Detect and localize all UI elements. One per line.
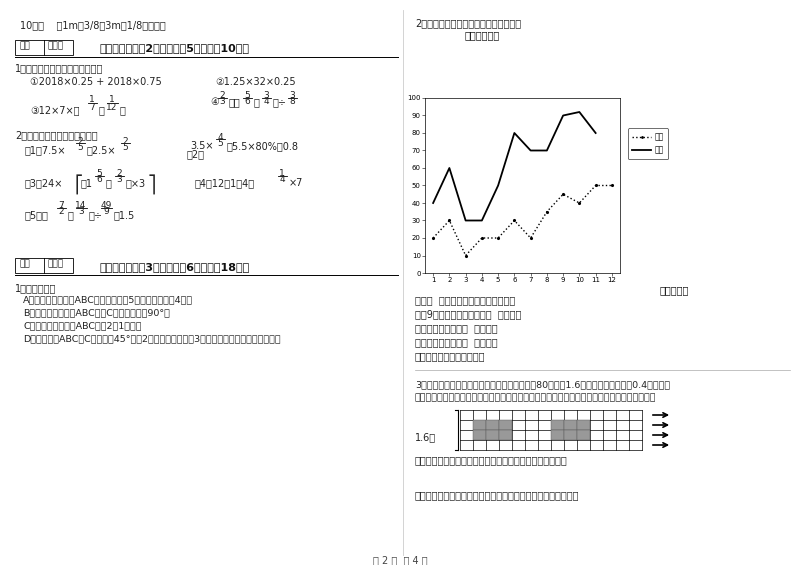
- Text: ⑴铺设这条人行通道一共需要多少块地板砖？（不计损耗）: ⑴铺设这条人行通道一共需要多少块地板砖？（不计损耗）: [415, 455, 568, 465]
- Text: －: －: [254, 97, 260, 107]
- Text: 2．计算，能简算的写出过程。: 2．计算，能简算的写出过程。: [15, 130, 98, 140]
- Text: ＋: ＋: [68, 210, 74, 220]
- Text: 5: 5: [77, 142, 83, 151]
- Text: 四、计算题（共2小题，每题5分，共计10分）: 四、计算题（共2小题，每题5分，共计10分）: [100, 43, 250, 53]
- Text: ）×3: ）×3: [126, 178, 146, 188]
- Text: ③12×7×（: ③12×7×（: [30, 105, 79, 115]
- Text: 4: 4: [279, 176, 285, 185]
- Bar: [473, 420, 486, 430]
- Text: ＋（: ＋（: [229, 97, 241, 107]
- Text: －2.5×: －2.5×: [87, 145, 117, 155]
- Bar: [486, 430, 499, 440]
- Text: 5: 5: [217, 138, 223, 147]
- Text: －: －: [106, 178, 112, 188]
- Text: ②1.25×32×0.25: ②1.25×32×0.25: [215, 77, 296, 87]
- Text: 金额（万元）: 金额（万元）: [465, 30, 500, 40]
- Text: 月份（月）: 月份（月）: [660, 285, 690, 295]
- Bar: [499, 430, 512, 440]
- Text: （3）24×: （3）24×: [25, 178, 63, 188]
- Text: 6: 6: [244, 98, 250, 106]
- Text: 9: 9: [103, 207, 109, 216]
- Text: 3.5×: 3.5×: [190, 141, 214, 151]
- Text: 2: 2: [219, 90, 225, 99]
- Text: 1: 1: [279, 170, 285, 179]
- Text: 得分: 得分: [19, 259, 30, 268]
- Text: 得分: 得分: [19, 41, 30, 50]
- Text: 3: 3: [116, 176, 122, 185]
- Text: 4: 4: [263, 98, 269, 106]
- Text: （5）（: （5）（: [25, 210, 49, 220]
- Bar: [564, 430, 577, 440]
- Bar: [551, 420, 564, 430]
- Text: 黄两种正方形地砖铺设（下图是铺设的局部图示，其中空白、阴影分别表示黄、红两种颜色）。: 黄两种正方形地砖铺设（下图是铺设的局部图示，其中空白、阴影分别表示黄、红两种颜色…: [415, 393, 657, 402]
- Bar: [577, 420, 590, 430]
- Text: ④: ④: [210, 97, 218, 107]
- Text: 7: 7: [58, 202, 64, 211]
- Text: ⑸．你还获得了哪些信息？: ⑸．你还获得了哪些信息？: [415, 351, 486, 361]
- Text: 3: 3: [78, 207, 84, 216]
- Text: 6: 6: [96, 176, 102, 185]
- Bar: [15, 258, 73, 273]
- Text: ）÷: ）÷: [89, 210, 103, 220]
- Text: ）÷: ）÷: [273, 97, 287, 107]
- Text: 7: 7: [89, 102, 95, 111]
- Text: （1）7.5×: （1）7.5×: [25, 145, 66, 155]
- Text: 评卷人: 评卷人: [47, 259, 63, 268]
- Text: 1: 1: [109, 95, 115, 105]
- Text: －: －: [99, 105, 105, 115]
- Text: ⑵．9月份收入和支出相差（  ）万元。: ⑵．9月份收入和支出相差（ ）万元。: [415, 309, 522, 319]
- Bar: [499, 420, 512, 430]
- Legend: 支出, 收入: 支出, 收入: [628, 128, 668, 159]
- Text: ⑵铺设这条人行通道一共需要多少块红色地板砖？（不计损耗）: ⑵铺设这条人行通道一共需要多少块红色地板砖？（不计损耗）: [415, 490, 579, 500]
- Text: ⎤: ⎤: [148, 175, 156, 195]
- Text: 5: 5: [96, 170, 102, 179]
- Text: 评卷人: 评卷人: [47, 41, 63, 50]
- Text: 2: 2: [116, 170, 122, 179]
- Text: 2: 2: [122, 137, 128, 146]
- Text: ⑴．（  ）月份收入和支出相差最小。: ⑴．（ ）月份收入和支出相差最小。: [415, 295, 515, 305]
- Bar: [486, 420, 499, 430]
- Text: 10．（    ）1m的3/8和3m的1/8一样长．: 10．（ ）1m的3/8和3m的1/8一样长．: [20, 20, 166, 30]
- Text: 14: 14: [75, 202, 86, 211]
- Text: 3: 3: [219, 98, 225, 106]
- Text: B．将下面的三角形ABC，绕C点逆时针旋转90°。: B．将下面的三角形ABC，绕C点逆时针旋转90°。: [23, 308, 170, 317]
- Bar: [473, 430, 486, 440]
- Text: C．将下面的三角形ABC，按2：1放大。: C．将下面的三角形ABC，按2：1放大。: [23, 321, 142, 330]
- Text: （2）: （2）: [187, 149, 205, 159]
- Text: ①2018×0.25 + 2018×0.75: ①2018×0.25 + 2018×0.75: [30, 77, 162, 87]
- Bar: [15, 40, 73, 55]
- Bar: [551, 430, 564, 440]
- Text: －1.5: －1.5: [114, 210, 135, 220]
- Text: ⑶．全年实际收入（  ）万元。: ⑶．全年实际收入（ ）万元。: [415, 323, 498, 333]
- Text: ⑷．平均每月支出（  ）万元。: ⑷．平均每月支出（ ）万元。: [415, 337, 498, 347]
- Text: 2．请根据下面的统计图回答下列问题。: 2．请根据下面的统计图回答下列问题。: [415, 18, 521, 28]
- Text: ＋5.5×80%＋0.8: ＋5.5×80%＋0.8: [227, 141, 299, 151]
- Text: 1.6米: 1.6米: [415, 432, 436, 442]
- Text: （1: （1: [81, 178, 93, 188]
- Text: 5: 5: [244, 90, 250, 99]
- Text: A．将下面的三角形ABC，先向下平移5格，再向左平移4格。: A．将下面的三角形ABC，先向下平移5格，再向左平移4格。: [23, 295, 193, 304]
- Bar: [577, 430, 590, 440]
- Text: 3: 3: [289, 90, 295, 99]
- Text: 8: 8: [289, 98, 295, 106]
- Text: ⎡: ⎡: [75, 175, 83, 195]
- Text: 5: 5: [122, 142, 128, 151]
- Text: 1．依次解答。: 1．依次解答。: [15, 283, 56, 293]
- Text: 1．脱式计算，能简算的要简算。: 1．脱式计算，能简算的要简算。: [15, 63, 103, 73]
- Text: ）: ）: [120, 105, 126, 115]
- Text: 49: 49: [100, 202, 112, 211]
- Text: （4）12－1＋4－: （4）12－1＋4－: [195, 178, 255, 188]
- Text: 1: 1: [89, 95, 95, 105]
- Text: ×7: ×7: [289, 178, 303, 188]
- Text: 2: 2: [58, 207, 64, 216]
- Text: 12: 12: [106, 102, 118, 111]
- Text: 4: 4: [217, 133, 223, 141]
- Text: 3．欣欣社区公园要铺设一条人行通道，通道长80米，宽1.6米。现在用边长都是0.4米的红、: 3．欣欣社区公园要铺设一条人行通道，通道长80米，宽1.6米。现在用边长都是0.…: [415, 380, 670, 389]
- Bar: [564, 420, 577, 430]
- Text: 2: 2: [77, 137, 83, 146]
- Text: 五、综合题（共3小题，每题6分，共计18分）: 五、综合题（共3小题，每题6分，共计18分）: [100, 262, 250, 272]
- Text: 3: 3: [263, 90, 269, 99]
- Text: 第 2 页  共 4 页: 第 2 页 共 4 页: [373, 555, 427, 565]
- Text: D．在三角形ABC的C点画倾斜45°方向2厘米处画一个直径3厘米的圆（长度为实际长度）。: D．在三角形ABC的C点画倾斜45°方向2厘米处画一个直径3厘米的圆（长度为实际…: [23, 334, 281, 343]
